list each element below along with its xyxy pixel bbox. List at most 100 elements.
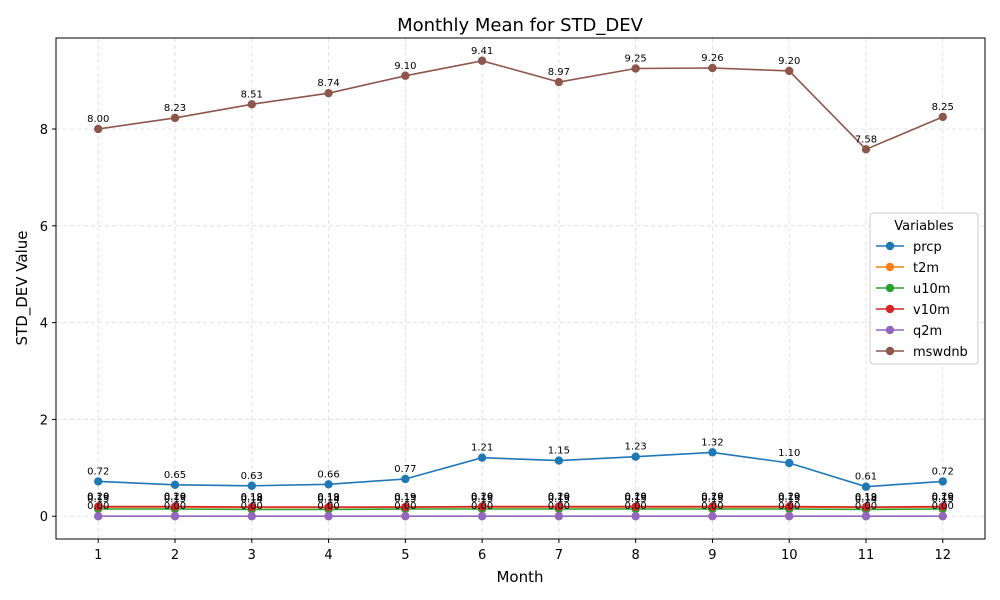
data-label-q2m: 0.00 <box>87 501 109 512</box>
data-label-mswdnb: 7.58 <box>855 134 877 145</box>
data-label-prcp: 0.72 <box>87 466 109 477</box>
data-point-prcp <box>861 482 871 491</box>
data-point-v10m <box>785 502 794 511</box>
data-point-v10m <box>708 502 717 511</box>
data-label-u10m: 0.15 <box>394 494 416 505</box>
data-label-q2m: 0.00 <box>548 501 570 512</box>
x-tick-label: 7 <box>555 548 563 563</box>
y-tick-label: 8 <box>40 123 48 138</box>
legend: Variables prcp t2m u10m v10m q2m mswdnb <box>869 212 979 365</box>
x-tick-label: 10 <box>781 548 798 563</box>
series-line-v10m <box>98 505 943 508</box>
data-point-prcp <box>477 453 487 462</box>
data-label-t2m: 0.19 <box>87 492 109 503</box>
data-point-q2m <box>785 512 794 521</box>
data-label-mswdnb: 8.25 <box>932 102 954 113</box>
chart-title: Monthly Mean for STD_DEV <box>397 15 644 36</box>
legend-entry-q2m: q2m <box>913 324 942 339</box>
data-point-mswdnb <box>477 56 487 65</box>
data-label-prcp: 1.15 <box>548 446 570 457</box>
series-q2m <box>94 512 947 521</box>
data-point-v10m <box>324 502 333 512</box>
data-point-v10m <box>94 502 103 511</box>
data-point-v10m <box>401 502 410 512</box>
x-tick-label: 5 <box>401 548 409 563</box>
data-label-prcp: 0.63 <box>241 471 263 482</box>
data-label-v10m: 0.20 <box>778 492 800 503</box>
x-tick-label: 4 <box>324 548 332 563</box>
data-label-mswdnb: 8.97 <box>548 67 570 78</box>
y-tick-label: 2 <box>40 413 48 428</box>
data-label-v10m: 0.19 <box>317 492 339 503</box>
data-point-mswdnb <box>554 77 564 87</box>
data-point-q2m <box>247 512 256 521</box>
data-label-layer: 0.72 0.65 0.63 0.66 0.77 1.21 1.15 1.23 1.32 1.10… <box>87 46 954 512</box>
data-label-t2m: 0.18 <box>855 493 877 504</box>
data-point-mswdnb <box>938 112 947 122</box>
x-tick-label: 6 <box>478 548 486 563</box>
data-label-mswdnb: 9.20 <box>778 56 800 67</box>
data-label-q2m: 0.00 <box>317 501 339 512</box>
series-line-u10m <box>98 508 943 511</box>
series-line-mswdnb <box>98 59 944 151</box>
legend-entry-v10m: v10m <box>913 303 950 318</box>
data-point-q2m <box>861 512 871 521</box>
data-label-t2m: 0.19 <box>394 492 416 503</box>
data-label-u10m: 0.15 <box>164 494 186 505</box>
y-axis-label: STD_DEV Value <box>13 231 32 346</box>
data-point-mswdnb <box>401 71 410 80</box>
data-label-v10m: 0.19 <box>241 492 263 503</box>
legend-box <box>869 212 979 365</box>
data-label-u10m: 0.15 <box>471 494 493 505</box>
data-label-mswdnb: 8.51 <box>241 89 263 100</box>
data-point-v10m <box>477 502 487 511</box>
data-label-prcp: 0.61 <box>855 472 877 483</box>
data-label-mswdnb: 8.00 <box>87 114 109 125</box>
data-point-prcp <box>401 474 410 484</box>
data-label-q2m: 0.00 <box>394 501 416 512</box>
data-label-prcp: 1.32 <box>701 437 723 448</box>
data-point-prcp <box>554 456 564 465</box>
data-point-prcp <box>324 480 333 489</box>
data-label-q2m: 0.00 <box>241 501 263 512</box>
legend-marker-v10m <box>885 304 895 314</box>
data-label-u10m: 0.15 <box>932 494 954 505</box>
legend-entry-prcp: prcp <box>913 240 942 255</box>
series-v10m <box>94 502 947 512</box>
data-point-q2m <box>708 512 717 521</box>
data-label-v10m: 0.20 <box>701 492 723 503</box>
data-label-q2m: 0.00 <box>164 501 186 512</box>
data-label-mswdnb: 8.74 <box>317 78 339 89</box>
data-label-t2m: 0.19 <box>471 492 493 503</box>
data-label-t2m: 0.19 <box>164 492 186 503</box>
data-label-u10m: 0.14 <box>317 494 339 505</box>
data-point-q2m <box>477 512 487 521</box>
data-label-q2m: 0.00 <box>778 501 800 512</box>
series-line-prcp <box>98 451 943 488</box>
plot-frame <box>55 37 986 540</box>
grid <box>56 38 985 539</box>
data-label-prcp: 1.10 <box>778 448 800 459</box>
data-label-v10m: 0.19 <box>855 492 877 503</box>
data-label-v10m: 0.20 <box>164 492 186 503</box>
data-label-u10m: 0.14 <box>241 494 263 505</box>
data-point-prcp <box>247 481 256 490</box>
data-label-mswdnb: 9.25 <box>625 53 647 64</box>
data-point-mswdnb <box>170 113 180 123</box>
data-point-prcp <box>708 448 717 457</box>
data-point-mswdnb <box>708 63 717 73</box>
x-tick-label: 3 <box>248 548 256 563</box>
data-label-v10m: 0.20 <box>471 492 493 503</box>
data-label-t2m: 0.19 <box>701 492 723 503</box>
data-label-u10m: 0.15 <box>625 494 647 505</box>
data-label-v10m: 0.20 <box>625 492 647 503</box>
y-tick-label: 0 <box>40 510 48 525</box>
data-label-q2m: 0.00 <box>471 501 493 512</box>
data-label-prcp: 1.23 <box>625 442 647 453</box>
data-label-u10m: 0.15 <box>778 494 800 505</box>
data-label-t2m: 0.18 <box>317 493 339 504</box>
data-label-u10m: 0.15 <box>87 494 109 505</box>
x-tick-label: 11 <box>858 548 875 563</box>
